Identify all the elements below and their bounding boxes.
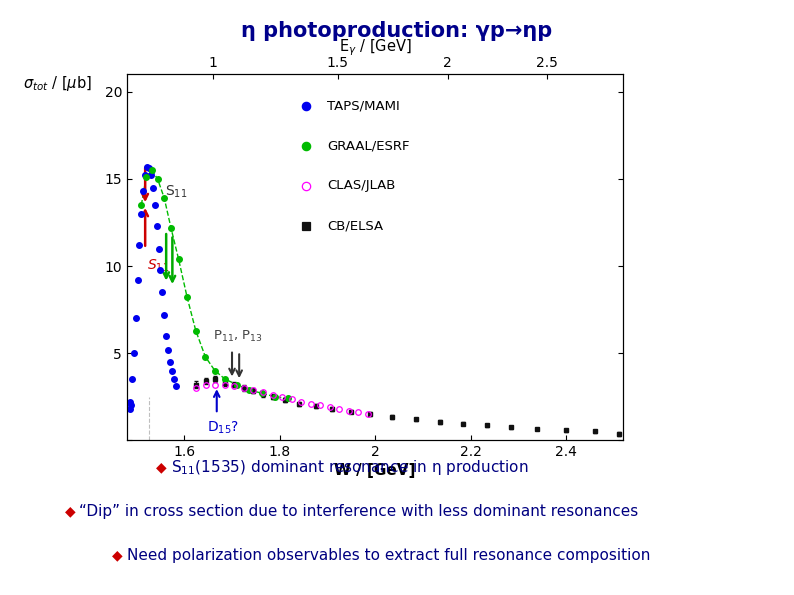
Text: $\sigma_{tot}$ / [$\mu$b]: $\sigma_{tot}$ / [$\mu$b] bbox=[23, 74, 92, 93]
X-axis label: W / [GeV]: W / [GeV] bbox=[334, 464, 416, 478]
Text: GRAAL/ESRF: GRAAL/ESRF bbox=[327, 139, 410, 152]
Text: S$_{11}$(1535) dominant resonance in η production: S$_{11}$(1535) dominant resonance in η p… bbox=[171, 458, 528, 477]
Text: TAPS/MAMI: TAPS/MAMI bbox=[327, 99, 400, 112]
Text: S$_{11}$: S$_{11}$ bbox=[165, 183, 187, 200]
Text: CLAS/JLAB: CLAS/JLAB bbox=[327, 180, 396, 192]
Text: ◆: ◆ bbox=[65, 505, 75, 519]
Text: S$_{11}$: S$_{11}$ bbox=[147, 257, 169, 274]
X-axis label: E$_\gamma$ / [GeV]: E$_\gamma$ / [GeV] bbox=[339, 37, 411, 58]
Text: CB/ELSA: CB/ELSA bbox=[327, 220, 384, 233]
Text: “Dip” in cross section due to interference with less dominant resonances: “Dip” in cross section due to interferen… bbox=[79, 504, 638, 519]
Text: η photoproduction: γp→ηp: η photoproduction: γp→ηp bbox=[241, 21, 553, 41]
Text: P$_{11}$, P$_{13}$: P$_{11}$, P$_{13}$ bbox=[213, 330, 263, 345]
Text: ◆: ◆ bbox=[156, 460, 167, 474]
Text: ◆: ◆ bbox=[113, 548, 123, 562]
Text: D$_{15}$?: D$_{15}$? bbox=[207, 419, 239, 436]
Text: Need polarization observables to extract full resonance composition: Need polarization observables to extract… bbox=[127, 547, 650, 563]
